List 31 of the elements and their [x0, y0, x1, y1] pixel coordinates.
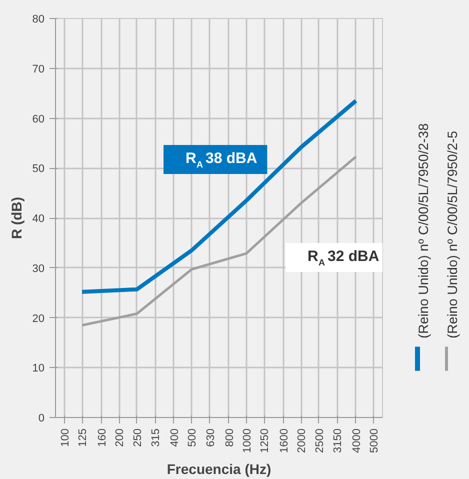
- x-tick-label: 125: [77, 428, 90, 447]
- x-tick-label: 2500: [314, 428, 326, 453]
- text: (Reino Unido) nº C/00/5L/7950/2-38: [416, 123, 431, 338]
- x-tick-label: 1250: [259, 428, 272, 453]
- x-tick-label: 3150: [332, 428, 344, 453]
- y-tick-label: 10: [32, 362, 45, 375]
- x-tick-label: 160: [96, 428, 109, 447]
- y-tick-label: 20: [32, 312, 45, 325]
- x-tick-label: 1000: [241, 428, 254, 453]
- x-tick-label: 200: [114, 428, 126, 447]
- x-tick-label: 100: [59, 428, 72, 447]
- y-axis-title: R (dB): [8, 196, 24, 239]
- y-tick-label: 50: [32, 163, 45, 176]
- y-tick-label: 0: [38, 412, 45, 424]
- y-tick-label: 40: [32, 213, 45, 225]
- x-tick-label: 250: [132, 428, 144, 447]
- y-tick-label: 30: [32, 262, 45, 275]
- x-tick-label: 1600: [278, 428, 291, 453]
- x-tick-label: 5000: [368, 428, 381, 453]
- x-tick-label: 315: [150, 428, 162, 447]
- x-tick-label: 800: [224, 428, 236, 447]
- y-tick-label: 80: [32, 14, 45, 26]
- x-tick-label: 630: [204, 428, 217, 447]
- text: (Reino Unido) nº C/00/5L/7950/2-5: [445, 130, 460, 338]
- x-axis-title: Frecuencia (Hz): [166, 460, 272, 477]
- x-tick-label: 400: [168, 428, 181, 447]
- y-tick-label: 70: [32, 63, 45, 76]
- x-tick-label: 2000: [296, 428, 308, 453]
- x-tick-label: 500: [186, 428, 199, 447]
- y-tick-label: 60: [32, 113, 45, 126]
- x-tick-label: 4000: [350, 428, 363, 453]
